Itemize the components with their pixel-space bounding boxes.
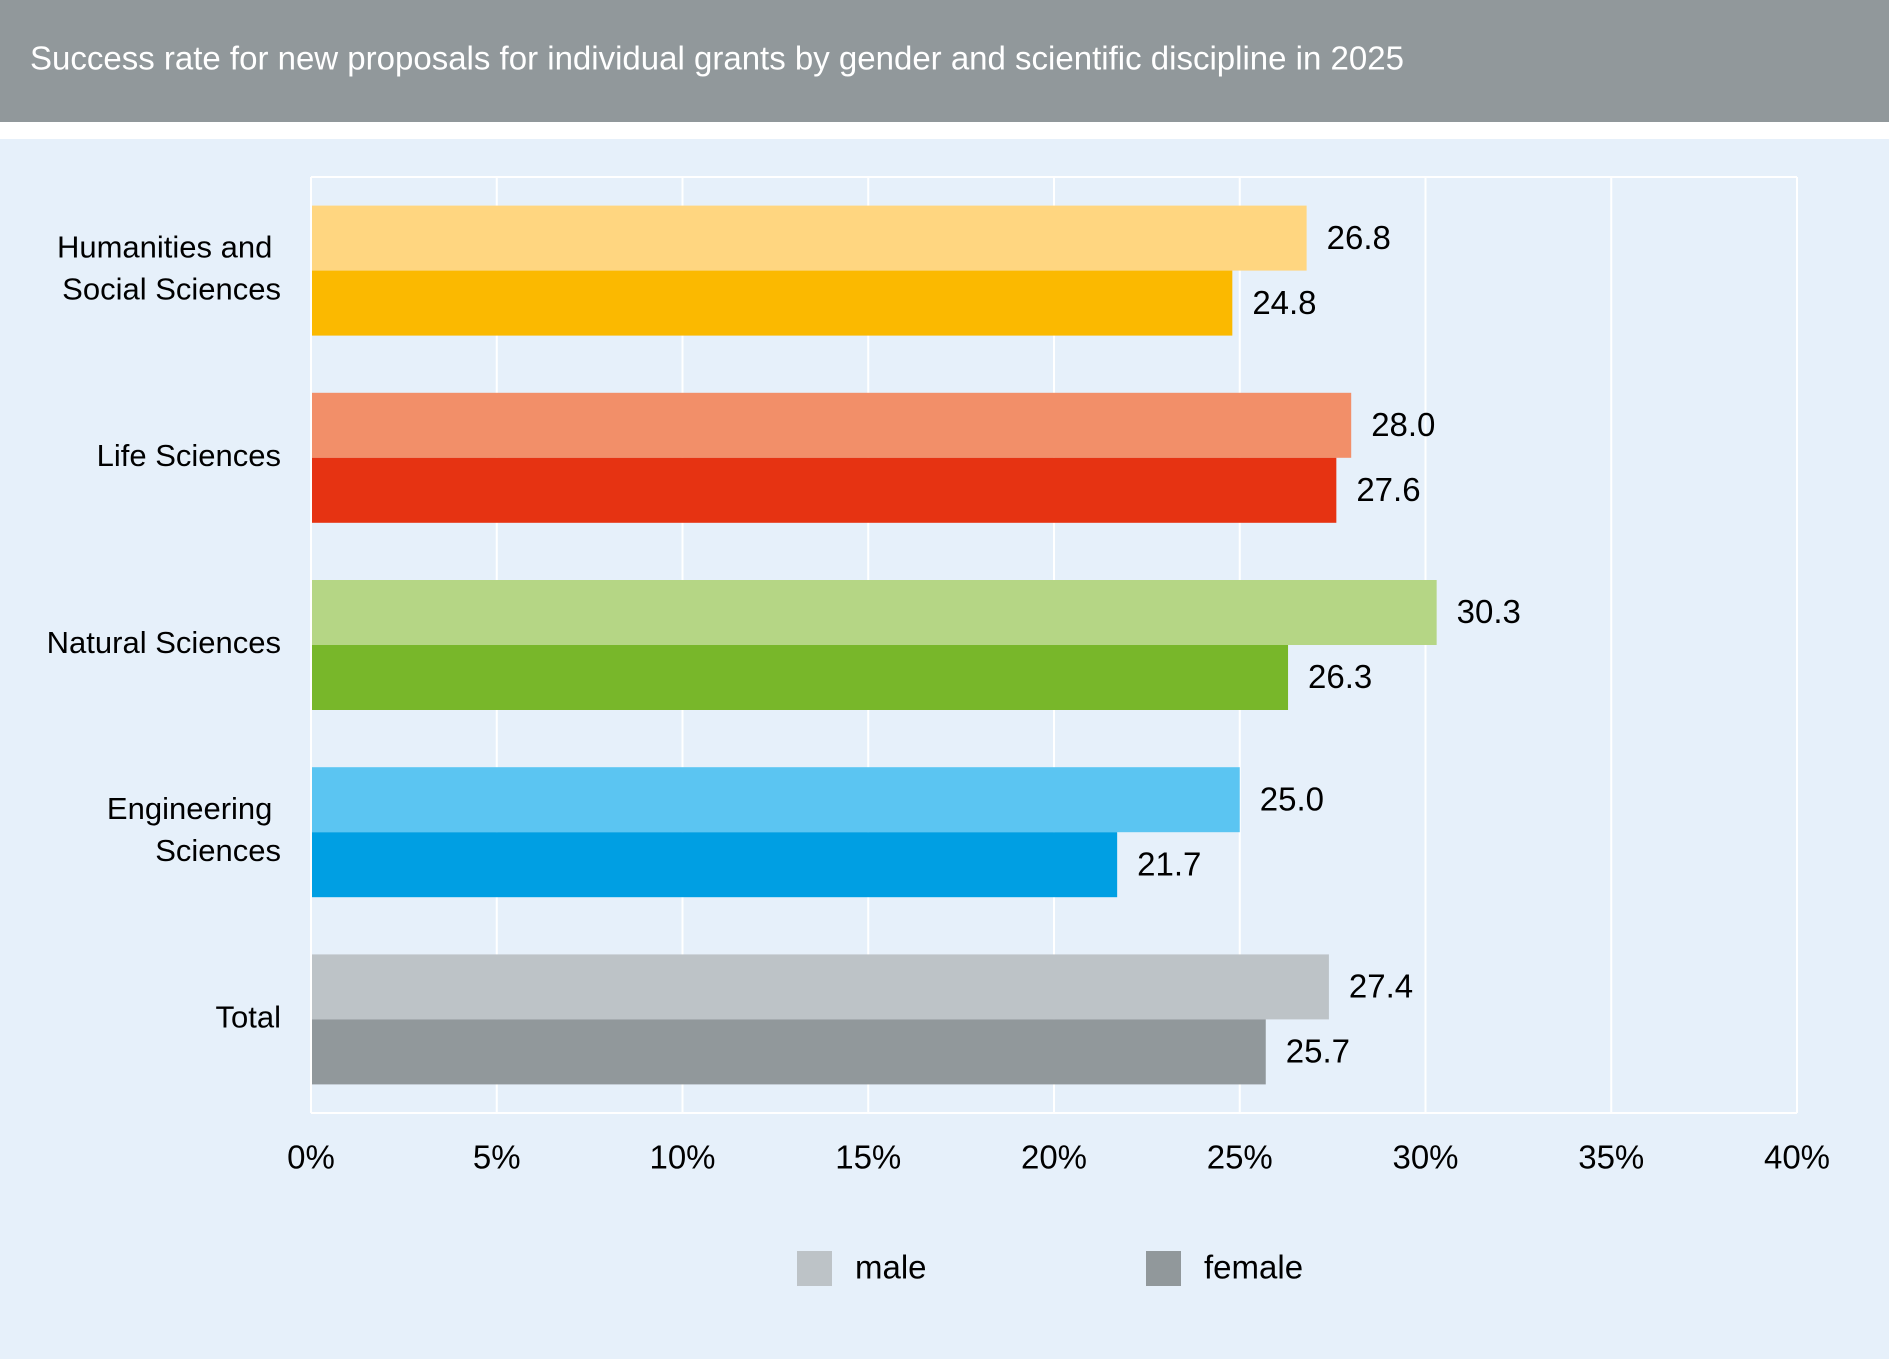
value-label: 26.3 — [1308, 658, 1372, 695]
bar — [311, 270, 1233, 336]
value-label: 28.0 — [1371, 406, 1435, 443]
category-label: Life Sciences — [97, 438, 281, 473]
category-label: Humanities and Social Sciences — [57, 230, 281, 307]
legend-swatch — [797, 1251, 832, 1286]
value-label: 27.6 — [1356, 471, 1420, 508]
value-label: 21.7 — [1137, 845, 1201, 882]
chart-title: Success rate for new proposals for indiv… — [30, 40, 1404, 77]
bar — [311, 832, 1118, 898]
x-tick-label: 10% — [649, 1139, 715, 1176]
bar — [311, 392, 1352, 458]
bar — [311, 767, 1240, 833]
bar — [311, 1019, 1266, 1085]
legend-label: male — [855, 1249, 927, 1286]
bar — [311, 954, 1329, 1020]
value-label: 30.3 — [1457, 593, 1521, 630]
x-tick-label: 30% — [1392, 1139, 1458, 1176]
x-tick-label: 5% — [473, 1139, 521, 1176]
legend-label: female — [1204, 1249, 1303, 1286]
category-label: Total — [216, 1000, 281, 1035]
legend-swatch — [1146, 1251, 1181, 1286]
chart-background — [0, 139, 1889, 1359]
bar — [311, 645, 1289, 710]
x-tick-label: 35% — [1578, 1139, 1644, 1176]
bar — [311, 205, 1307, 271]
value-label: 25.7 — [1286, 1033, 1350, 1070]
bar — [311, 580, 1437, 645]
x-tick-label: 20% — [1021, 1139, 1087, 1176]
value-label: 25.0 — [1260, 780, 1324, 817]
category-label: Natural Sciences — [47, 625, 281, 660]
value-label: 26.8 — [1327, 219, 1391, 256]
value-label: 24.8 — [1252, 284, 1316, 321]
value-label: 27.4 — [1349, 968, 1413, 1005]
x-tick-label: 0% — [287, 1139, 335, 1176]
x-tick-label: 25% — [1207, 1139, 1273, 1176]
x-tick-label: 40% — [1764, 1139, 1830, 1176]
bar — [311, 457, 1337, 523]
x-tick-label: 15% — [835, 1139, 901, 1176]
category-label: Engineering Sciences — [107, 791, 281, 868]
title-bar — [0, 0, 1889, 122]
